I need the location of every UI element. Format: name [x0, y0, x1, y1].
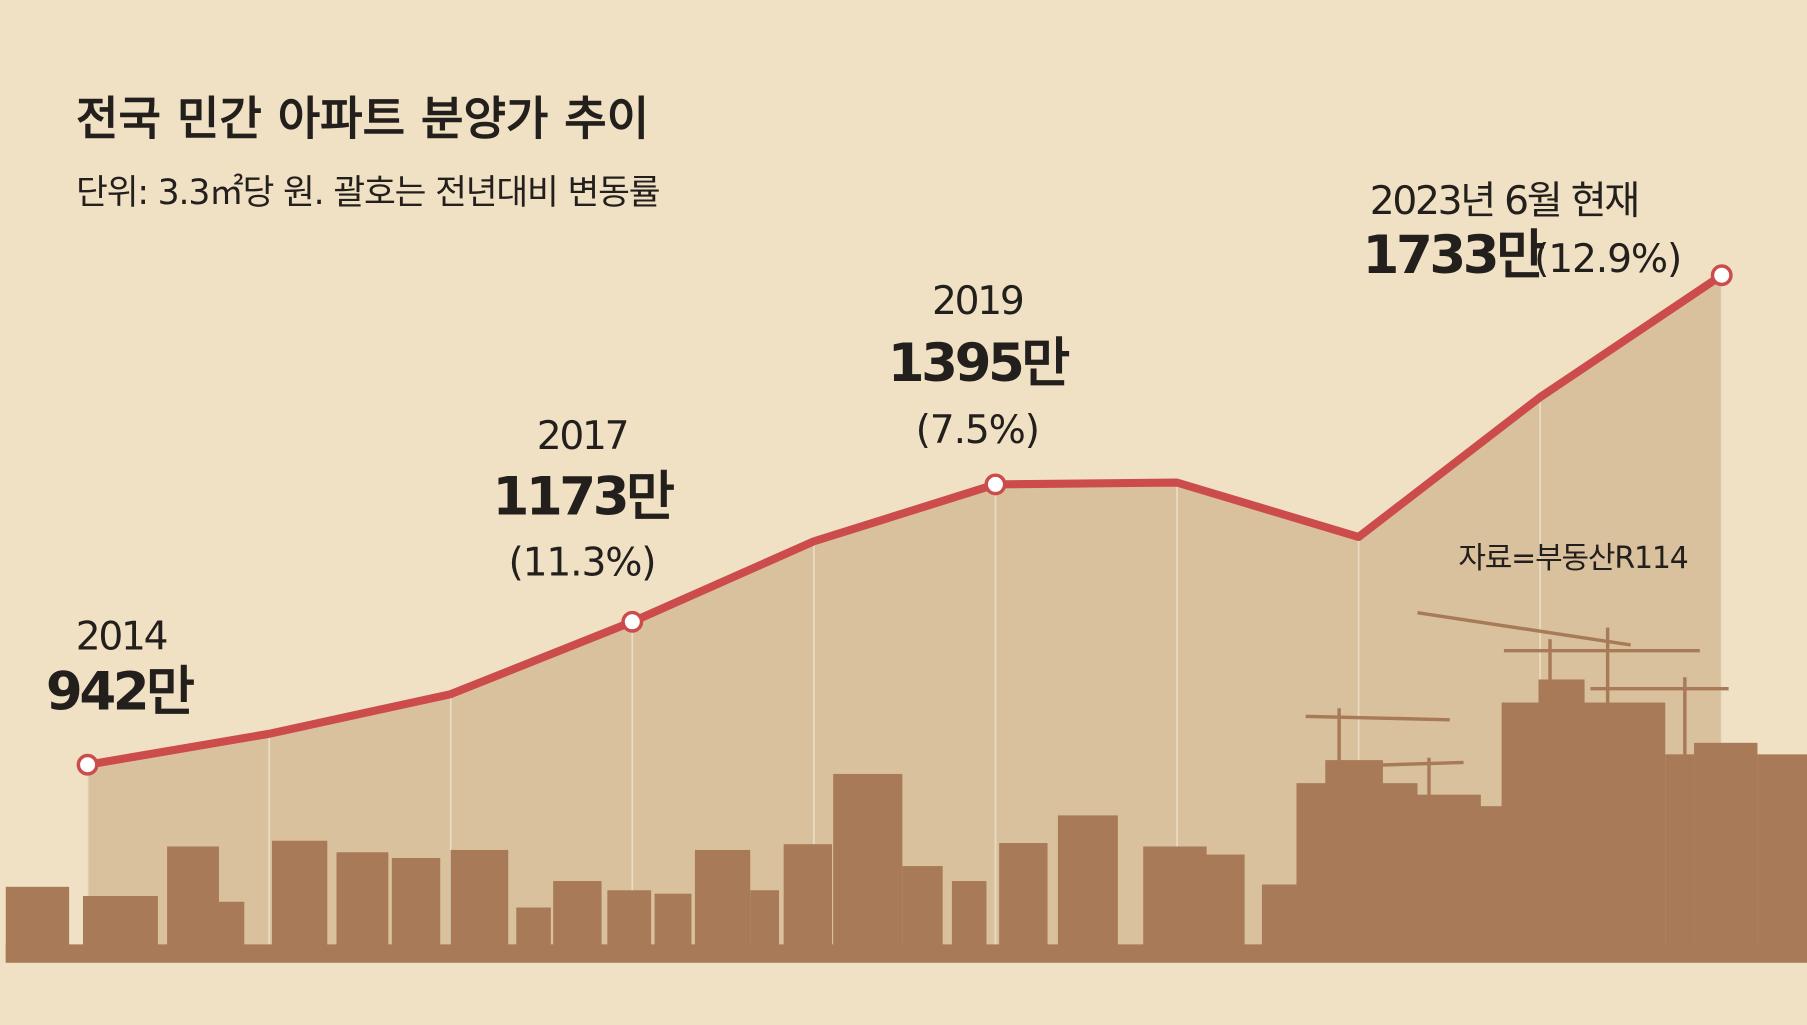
point-marker: [984, 473, 1007, 496]
skyline: [5, 610, 1807, 963]
chart-subtitle: 단위: 3.3㎡당 원. 괄호는 전년대비 변동률: [76, 173, 660, 213]
line: [86, 271, 1724, 769]
point-marker: [621, 610, 644, 633]
x-label: 2017: [537, 414, 627, 459]
x-label: 2014: [76, 615, 167, 660]
data-label: 1395만: [888, 333, 1070, 394]
point-marker: [76, 753, 99, 776]
x-label: 2023년 6월 현재: [1370, 179, 1638, 224]
data-label: 942만: [46, 661, 194, 722]
source-note: 자료=부동산R114: [1458, 541, 1687, 576]
data-label: 1733만: [1363, 225, 1545, 286]
x-label: 2019: [932, 279, 1023, 324]
point-marker: [1710, 264, 1733, 287]
data-label: 1173만: [492, 467, 674, 528]
change-label: (12.9%): [1534, 237, 1681, 282]
chart-title: 전국 민간 아파트 분양가 추이: [76, 92, 649, 146]
change-label: (7.5%): [916, 408, 1039, 453]
change-label: (11.3%): [509, 541, 656, 586]
